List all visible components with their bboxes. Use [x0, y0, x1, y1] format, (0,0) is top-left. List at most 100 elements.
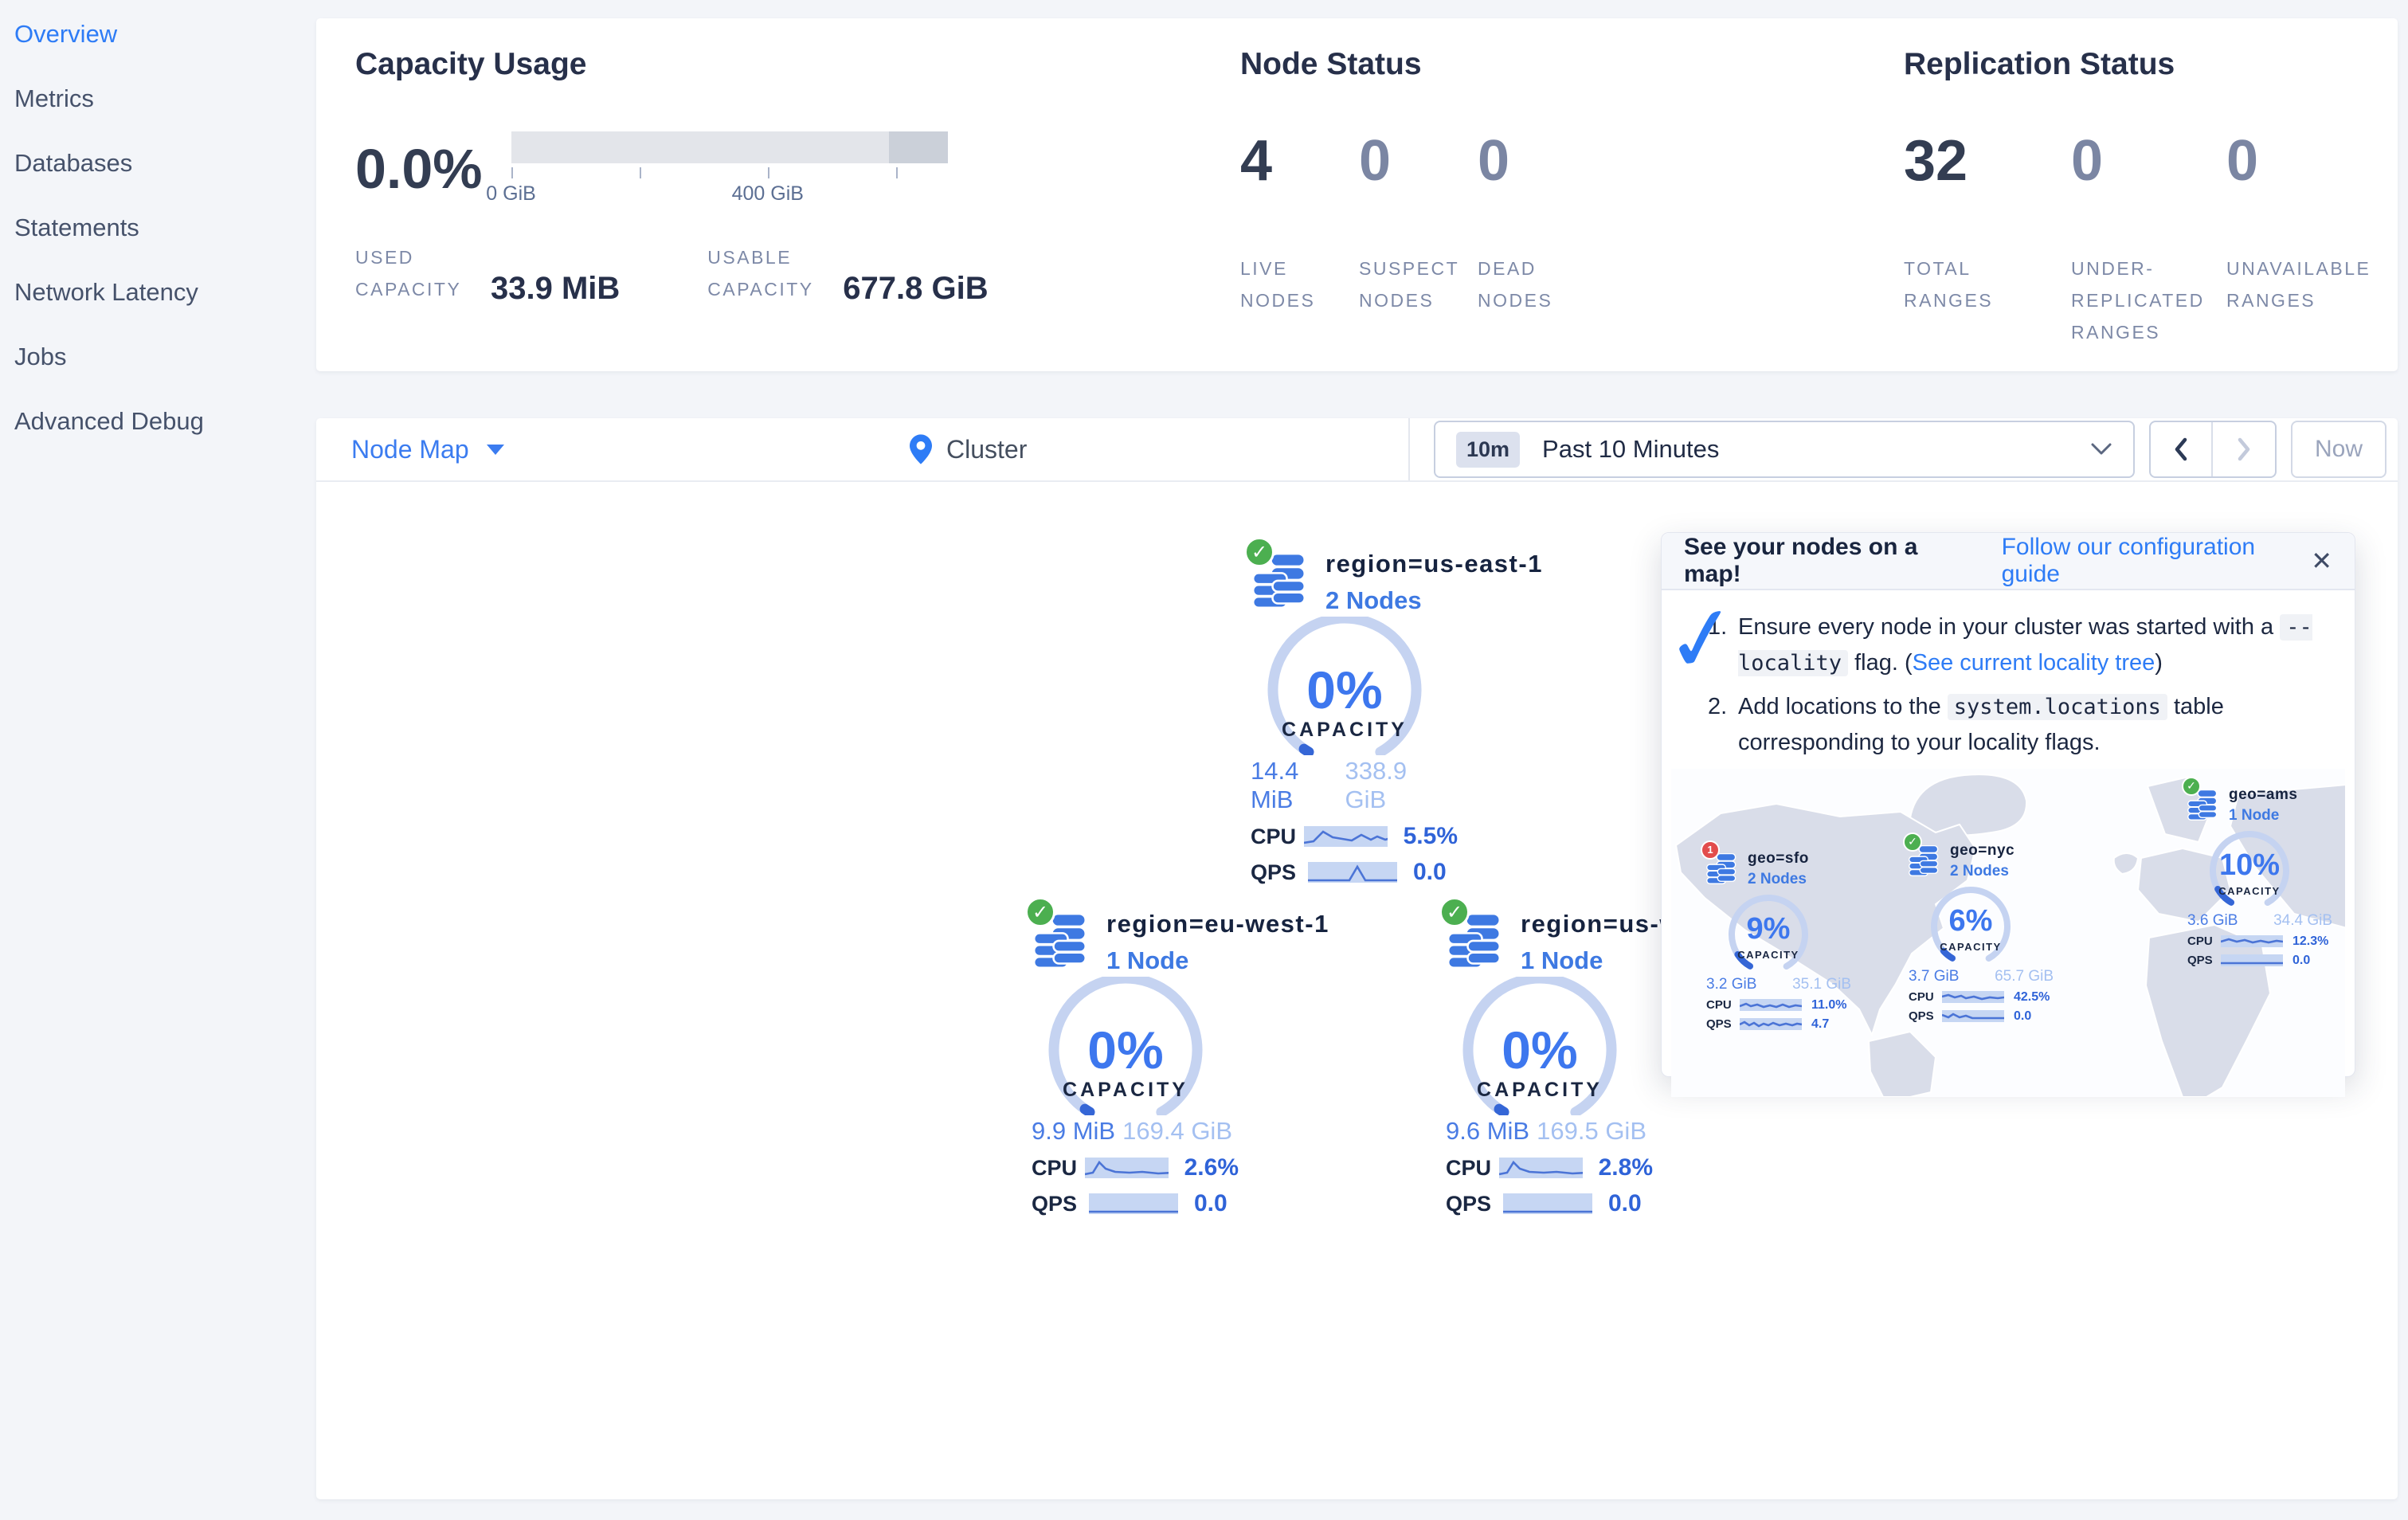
region-nodes-link[interactable]: 1 Node [1521, 946, 1603, 974]
sidebar-item-databases[interactable]: Databases [14, 148, 133, 177]
capacity-usage-section: Capacity Usage 0.0% 0 GiB 400 GiB [355, 47, 989, 306]
configuration-guide-link[interactable]: Follow our configuration guide [2001, 534, 2256, 587]
chevron-down-icon [486, 444, 504, 455]
now-button[interactable]: Now [2291, 421, 2386, 478]
cpu-label: CPU [1251, 824, 1297, 848]
qps-value: 0.0 [1194, 1190, 1227, 1216]
sidebar-item-jobs[interactable]: Jobs [14, 342, 67, 370]
cpu-value: 2.8% [1598, 1154, 1653, 1181]
sidebar-item-overview[interactable]: Overview [14, 19, 118, 48]
region-name: region=eu-west-1 [1106, 910, 1329, 938]
node-map-config-popup: See your nodes on a map! Follow our conf… [1658, 532, 2355, 1097]
capacity-gauge: 10% CAPACITY [2200, 828, 2299, 911]
config-step-2: 2. Add locations to the system.locations… [1708, 689, 2332, 761]
qps-value: 4.7 [1811, 1017, 1830, 1031]
dead-nodes-label: DEAD NODES [1478, 257, 1553, 311]
qps-sparkline [1503, 1193, 1592, 1214]
sidebar-item-network-latency[interactable]: Network Latency [14, 277, 198, 306]
used-capacity-value: 33.9 MiB [491, 270, 621, 306]
time-range-label: Past 10 Minutes [1542, 435, 1720, 463]
world-map-illustration [1674, 774, 2345, 1097]
capacity-tick-label-400: 400 GiB [731, 182, 804, 205]
breadcrumb-label: Cluster [946, 434, 1028, 464]
used-capacity: 3.7 GiB [1909, 967, 1960, 985]
under-replicated-stat: 0 UNDER-REPLICATED RANGES [2071, 131, 2226, 348]
capacity-percent: 0% [1087, 1021, 1164, 1079]
capacity-gauge: 0% CAPACITY [1457, 977, 1623, 1115]
config-step-2-text: Add locations to the system.locations ta… [1738, 693, 2224, 755]
node-map-canvas: ✓ region=us-east-1 [316, 482, 2398, 1498]
capacity-caption: CAPACITY [2218, 884, 2281, 897]
popup-body: ✓ 1. Ensure every node in your cluster w… [1658, 585, 2355, 761]
cpu-value: 5.5% [1403, 823, 1458, 849]
database-nodes-icon[interactable] [1447, 913, 1502, 970]
breadcrumb[interactable]: Cluster [910, 418, 1027, 480]
node-map-preview: 1 geo=sfo 2 Nodes [1671, 768, 2345, 1097]
region-nodes-link[interactable]: 1 Node [1106, 946, 1189, 974]
cpu-label: CPU [2187, 934, 2213, 949]
config-step-1-text: Ensure every node in your cluster was st… [1738, 614, 2312, 676]
ok-badge-icon: ✓ [1903, 832, 1922, 852]
capacity-bar-reserved-segment [888, 131, 948, 163]
qps-value: 0.0 [2014, 1009, 2032, 1023]
locality-name: geo=ams [2229, 785, 2298, 803]
unavailable-ranges-value: 0 [2226, 129, 2259, 193]
capacity-tick-label-0: 0 GiB [486, 182, 536, 205]
usable-capacity-label: USABLE CAPACITY [707, 247, 814, 300]
live-nodes-stat: 4 LIVE NODES [1240, 131, 1359, 316]
close-icon[interactable]: ✕ [2311, 546, 2332, 575]
sidebar-item-statements[interactable]: Statements [14, 213, 139, 241]
used-capacity: 3.6 GiB [2187, 911, 2238, 929]
usable-capacity: 338.9 GiB [1345, 757, 1408, 813]
time-step-forward-button[interactable] [2213, 422, 2275, 476]
capacity-caption: CAPACITY [1063, 1079, 1188, 1101]
locality-nodes-label: 1 Node [2229, 806, 2280, 824]
cpu-sparkline [2221, 935, 2283, 948]
database-nodes-icon[interactable] [1033, 913, 1087, 970]
sidebar: Overview Metrics Databases Statements Ne… [0, 0, 316, 1520]
used-capacity-label: USED CAPACITY [355, 247, 462, 300]
node-map-card: Node Map Cluster 10m Past 10 Minutes [316, 418, 2398, 1499]
capacity-bar-usable-segment [511, 131, 889, 163]
system-locations-code: system.locations [1947, 693, 2167, 720]
database-nodes-icon[interactable] [1252, 553, 1306, 610]
region-name: region=us-east-1 [1325, 550, 1543, 578]
capacity-caption: CAPACITY [1940, 940, 2002, 953]
capacity-usage-percent: 0.0% [355, 138, 483, 200]
sidebar-item-metrics[interactable]: Metrics [14, 84, 94, 112]
capacity-percent: 0% [1502, 1021, 1578, 1079]
view-selector-dropdown[interactable]: Node Map [351, 418, 504, 480]
time-range-badge: 10m [1456, 431, 1521, 468]
qps-label: QPS [2187, 954, 2213, 968]
replication-status-section: Replication Status 32 TOTAL RANGES 0 UND… [1904, 47, 2394, 348]
total-ranges-label: TOTAL RANGES [1904, 257, 1994, 311]
region-nodes-link[interactable]: 2 Nodes [1325, 586, 1422, 614]
sidebar-item-advanced-debug[interactable]: Advanced Debug [14, 406, 204, 435]
locality-nodes-label: 2 Nodes [1950, 862, 2009, 879]
toolbar-divider [1408, 418, 1410, 480]
time-range-dropdown[interactable]: 10m Past 10 Minutes [1434, 421, 2135, 478]
config-step-1: 1. Ensure every node in your cluster was… [1708, 609, 2332, 681]
cpu-sparkline [1740, 999, 1802, 1012]
database-nodes-icon [1706, 852, 1737, 884]
locality-tree-link[interactable]: See current locality tree [1912, 649, 2155, 676]
ok-badge-icon: ✓ [1244, 537, 1274, 567]
locality-icon-wrap: ✓ [2182, 776, 2221, 823]
qps-sparkline [1089, 1193, 1178, 1214]
locality-name: geo=sfo [1748, 849, 1809, 867]
time-step-back-button[interactable] [2151, 422, 2213, 476]
region-group-us-east-1: ✓ region=us-east-1 [1244, 537, 1541, 886]
qps-label: QPS [1251, 860, 1297, 884]
cpu-label: CPU [1032, 1155, 1078, 1180]
node-status-section: Node Status 4 LIVE NODES 0 SUSPECT NODES… [1240, 47, 1596, 316]
capacity-percent: 6% [1948, 903, 1993, 938]
suspect-nodes-stat: 0 SUSPECT NODES [1359, 131, 1478, 316]
replication-status-title: Replication Status [1904, 47, 2175, 81]
cluster-summary-card: Capacity Usage 0.0% 0 GiB 400 GiB [316, 18, 2398, 371]
capacity-percent: 9% [1746, 911, 1791, 946]
dead-nodes-stat: 0 DEAD NODES [1478, 131, 1596, 316]
usable-capacity: 169.4 GiB [1122, 1117, 1232, 1145]
qps-label: QPS [1909, 1009, 1934, 1024]
suspect-nodes-label: SUSPECT NODES [1359, 257, 1459, 311]
used-capacity: 14.4 MiB [1251, 757, 1299, 813]
